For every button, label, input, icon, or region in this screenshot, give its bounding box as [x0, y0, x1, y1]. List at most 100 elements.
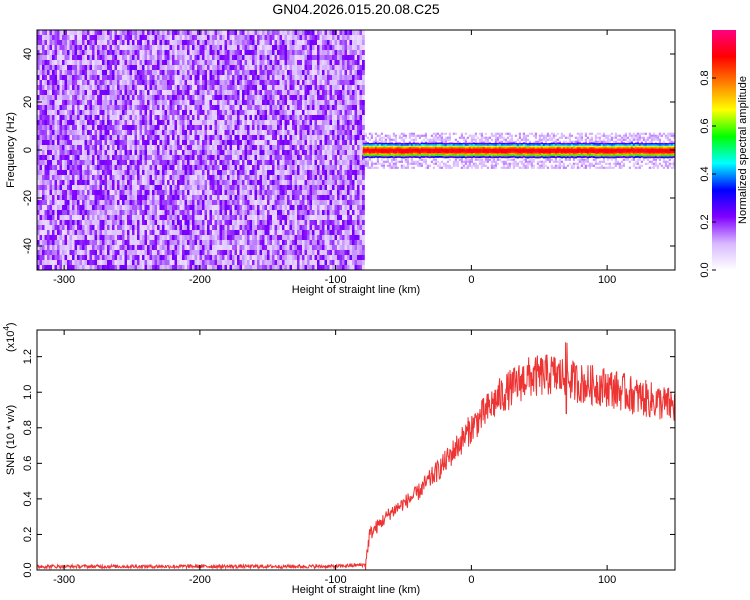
heatmap-cell [104, 80, 108, 86]
heatmap-cell [44, 115, 48, 121]
heatmap-cell [144, 170, 148, 176]
heatmap-cell [217, 130, 220, 136]
heatmap-cell [132, 240, 135, 246]
heatmap-cell [162, 190, 165, 196]
heatmap-cell [157, 65, 160, 71]
heatmap-cell [257, 220, 260, 226]
heatmap-cell [159, 155, 163, 161]
heatmap-cell [244, 160, 248, 166]
heatmap-cell [132, 90, 135, 96]
heatmap-cell [242, 260, 245, 266]
heatmap-cell [189, 50, 193, 56]
heatmap-cell [69, 245, 73, 251]
heatmap-cell [44, 30, 48, 36]
heatmap-cell [269, 240, 273, 246]
heatmap-cell [177, 130, 180, 136]
heatmap-cell [284, 140, 288, 146]
heatmap-cell [82, 120, 85, 126]
heatmap-cell [122, 255, 125, 261]
heatmap-cell [59, 60, 63, 66]
heatmap-cell [194, 245, 198, 251]
heatmap-cell [267, 255, 270, 261]
heatmap-cell [187, 140, 190, 146]
heatmap-cell [287, 85, 290, 91]
heatmap-cell [39, 55, 43, 61]
heatmap-cell [274, 240, 278, 246]
heatmap-cell [59, 115, 63, 121]
heatmap-cell [244, 140, 248, 146]
heatmap-cell [144, 45, 148, 51]
heatmap-cell [219, 100, 223, 106]
heatmap-cell [92, 120, 95, 126]
heatmap-cell [199, 160, 203, 166]
heatmap-cell [109, 40, 113, 46]
heatmap-cell [294, 255, 298, 261]
heatmap-cell [227, 115, 230, 121]
heatmap-cell [149, 165, 153, 171]
heatmap-cell [57, 265, 60, 270]
heatmap-cell [264, 220, 268, 226]
heatmap-cell [67, 195, 70, 201]
heatmap-cell [187, 65, 190, 71]
heatmap-cell [277, 210, 280, 216]
heatmap-cell [129, 135, 133, 141]
heatmap-cell [277, 250, 280, 256]
heatmap-cell [97, 55, 100, 61]
heatmap-cell [54, 75, 58, 81]
heatmap-cell [102, 50, 105, 56]
heatmap-cell [212, 65, 215, 71]
heatmap-cell [124, 240, 128, 246]
heatmap-cell [279, 190, 283, 196]
heatmap-cell [122, 30, 125, 36]
heatmap-cell [64, 145, 68, 151]
heatmap-cell [272, 75, 275, 81]
heatmap-cell [199, 170, 203, 176]
heatmap-cell [229, 135, 233, 141]
heatmap-cell [259, 175, 263, 181]
heatmap-cell [164, 55, 168, 61]
heatmap-cell [189, 120, 193, 126]
heatmap-cell [62, 140, 65, 146]
heatmap-cell [137, 245, 140, 251]
heatmap-cell [272, 50, 275, 56]
heatmap-cell [272, 100, 275, 106]
heatmap-cell [102, 140, 105, 146]
heatmap-cell [229, 185, 233, 191]
heatmap-cell [219, 105, 223, 111]
heatmap-cell [37, 85, 40, 91]
heatmap-cell [189, 80, 193, 86]
heatmap-cell [259, 150, 263, 156]
heatmap-cell [229, 245, 233, 251]
heatmap-cell [139, 200, 143, 206]
heatmap-cell [249, 245, 253, 251]
heatmap-cell [74, 100, 78, 106]
heatmap-cell [94, 175, 98, 181]
heatmap-cell [107, 255, 110, 261]
heatmap-cell [149, 45, 153, 51]
heatmap-cell [214, 175, 218, 181]
heatmap-cell [172, 85, 175, 91]
heatmap-cell [222, 220, 225, 226]
heatmap-cell [119, 250, 123, 256]
heatmap-cell [284, 30, 288, 36]
heatmap-cell [277, 75, 280, 81]
heatmap-cell [222, 235, 225, 241]
heatmap-cell [94, 180, 98, 186]
heatmap-cell [209, 65, 213, 71]
heatmap-cell [112, 80, 115, 86]
heatmap-cell [239, 130, 243, 136]
heatmap-cell [39, 100, 43, 106]
heatmap-cell [242, 170, 245, 176]
heatmap-cell [282, 265, 285, 270]
heatmap-cell [69, 250, 73, 256]
heatmap-cell [207, 250, 210, 256]
heatmap-cell [254, 110, 258, 116]
heatmap-cell [144, 150, 148, 156]
heatmap-cell [134, 150, 138, 156]
heatmap-cell [254, 120, 258, 126]
heatmap-cell [199, 95, 203, 101]
heatmap-cell [289, 180, 293, 186]
heatmap-cell [204, 50, 208, 56]
heatmap-cell [279, 220, 283, 226]
heatmap-cell [132, 230, 135, 236]
